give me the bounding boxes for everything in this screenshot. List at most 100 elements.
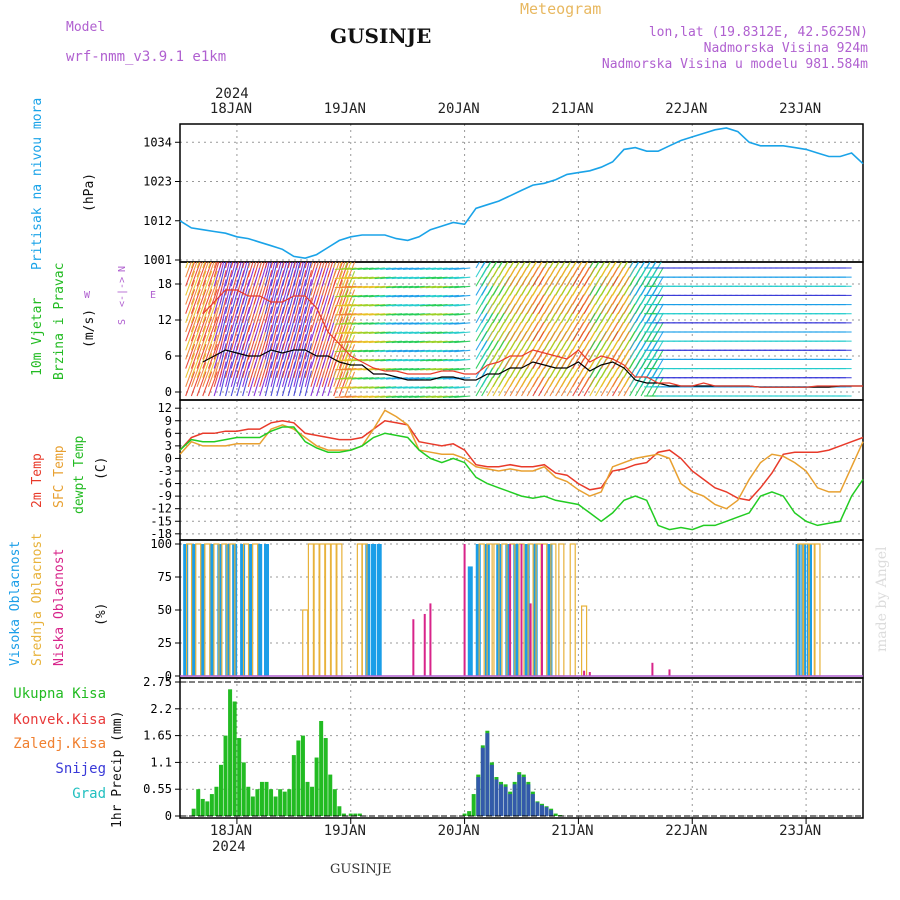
wind-barb	[304, 370, 313, 397]
wind-barb	[344, 262, 356, 287]
wind-barb	[293, 279, 301, 305]
wind-barb	[230, 262, 239, 287]
wind-barb	[454, 358, 471, 362]
wind-barb	[640, 262, 646, 269]
wind-barb	[344, 335, 356, 360]
wind-barb	[242, 352, 251, 378]
cloud-bar	[475, 544, 481, 676]
wind-barb	[236, 343, 245, 369]
wind-barb	[230, 279, 239, 305]
wind-barb	[338, 262, 349, 287]
wind-barb	[185, 262, 192, 278]
wind-barb	[555, 262, 560, 269]
wind-barb	[333, 353, 344, 378]
wind-barb	[236, 262, 245, 287]
wind-barb	[185, 298, 196, 324]
wind-barb	[298, 315, 307, 342]
station-elevation: Nadmorska Visina 924m	[703, 41, 868, 56]
precip-bar	[319, 720, 324, 816]
wind-barb	[276, 370, 285, 397]
wind-barb	[190, 262, 201, 287]
wind-barb	[236, 297, 245, 324]
wind-barb	[281, 315, 290, 342]
y-tick-label: 12	[158, 401, 172, 415]
y-tick-label: 1.1	[150, 755, 172, 769]
wind-barb	[577, 262, 583, 269]
wind-barb	[242, 315, 251, 342]
coordinates: lon,lat (19.8312E, 42.5625N)	[648, 25, 868, 40]
wind-barb	[333, 371, 344, 397]
wind-barb	[316, 262, 320, 269]
model-label: Model	[66, 20, 106, 35]
wind-barb	[454, 395, 471, 398]
wind-barb	[293, 288, 301, 314]
legend-total-rain: Ukupna Kisa	[13, 686, 106, 702]
precip-bar	[549, 810, 554, 816]
wind-barb	[207, 262, 212, 269]
wind-barb	[293, 315, 301, 342]
wind-barb	[526, 262, 532, 269]
page-title: GUSINJE	[330, 24, 432, 48]
wind-barb	[304, 288, 313, 314]
wind-barb	[454, 368, 471, 371]
wind-barb	[242, 262, 245, 269]
wind-barb	[207, 270, 218, 296]
wind-barb	[281, 279, 290, 305]
wind-barb	[264, 324, 273, 351]
wind-barb	[492, 262, 498, 269]
wind-barb	[298, 262, 307, 287]
wind-barb	[475, 262, 481, 269]
wind-barb	[230, 297, 239, 324]
y-tick-label: -9	[158, 489, 172, 503]
wind-barb	[190, 325, 201, 351]
wind-barb	[276, 262, 285, 287]
wind-barb	[236, 325, 245, 351]
top-day-label: 22JAN	[665, 101, 708, 117]
wind-barb	[190, 371, 201, 397]
wind-barb	[185, 353, 196, 378]
wind-barb	[651, 262, 657, 269]
top-day-label: 18JAN	[209, 101, 253, 117]
cloud-bar	[429, 603, 432, 676]
wind-barb	[293, 262, 301, 287]
wind-barb	[185, 362, 196, 388]
precip-bar	[485, 733, 490, 816]
precip-bar	[196, 789, 201, 816]
wind-barb	[270, 270, 278, 296]
wind-barb	[344, 298, 356, 324]
cloud-bar	[529, 603, 532, 676]
model-elevation: Nadmorska Visina u modelu 981.584m	[601, 57, 868, 72]
y-tick-label: -18	[150, 527, 172, 541]
precip-bar	[530, 794, 535, 816]
wind-barb	[264, 262, 270, 278]
y-tick-label: 6	[165, 349, 172, 363]
wind-barb	[276, 279, 285, 305]
bottom-day-label: 18JAN	[209, 823, 253, 839]
wind-barb	[338, 316, 349, 342]
wind-barb	[219, 324, 227, 351]
product-title: Meteogram	[520, 0, 602, 18]
wind-barb	[190, 362, 201, 388]
wind-barb	[338, 362, 349, 388]
wind-barb	[629, 262, 634, 269]
wind-barb	[276, 334, 285, 360]
wind-barb	[344, 344, 356, 369]
wind-barb	[270, 324, 278, 351]
y-tick-label: 18	[158, 277, 172, 291]
wind-barb	[236, 334, 245, 360]
wind-barb	[196, 353, 207, 378]
precip-bar	[517, 774, 522, 816]
wind-barb	[253, 262, 260, 278]
legend-snow: Snijeg	[55, 761, 106, 777]
wind-barb	[247, 262, 251, 269]
wind-barb	[298, 370, 307, 397]
wind-barb	[196, 343, 207, 369]
wind-barb	[572, 262, 577, 269]
wind-barb	[185, 279, 196, 305]
wind-barb	[264, 315, 273, 342]
wind-barb	[224, 297, 233, 323]
wind-barb	[207, 307, 218, 333]
wind-barb	[202, 262, 213, 287]
wind-barb	[281, 270, 290, 296]
wind-barb	[327, 262, 331, 269]
